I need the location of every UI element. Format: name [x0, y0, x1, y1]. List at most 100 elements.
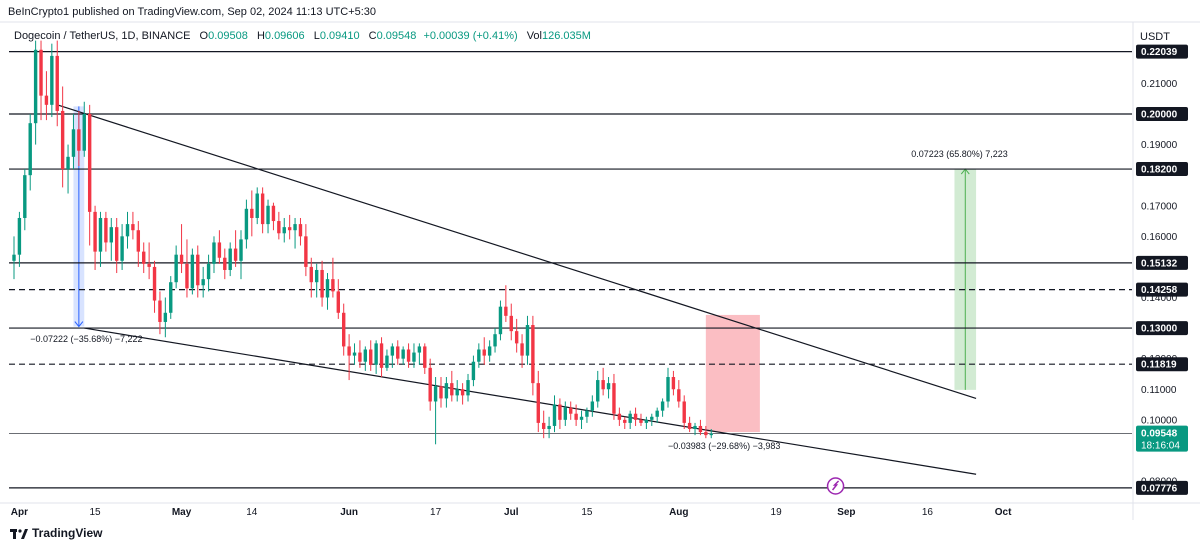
candle-body: [23, 175, 27, 218]
candle-body: [255, 193, 259, 218]
candle-body: [671, 377, 676, 390]
candle-body: [260, 193, 265, 225]
candle-body: [347, 346, 351, 356]
candle-body: [82, 114, 86, 151]
time-tick-label: Jun: [340, 507, 358, 518]
candle-body: [547, 425, 551, 430]
candle-body: [66, 156, 70, 170]
currency-label: USDT: [1140, 31, 1170, 43]
candle-body: [98, 217, 103, 252]
candle-body: [439, 386, 443, 399]
candle-body: [239, 239, 243, 261]
candle-body: [644, 419, 649, 423]
last-price-badge: [1136, 425, 1188, 452]
candle-body: [558, 404, 562, 420]
candle-body: [314, 269, 319, 283]
candle-body: [660, 401, 665, 411]
candle-body: [282, 227, 286, 234]
candle-body: [639, 419, 643, 423]
candle-body: [298, 224, 303, 237]
price-tick-label: 0.16000: [1141, 232, 1178, 243]
candle-body: [71, 129, 76, 157]
candle-body: [525, 325, 530, 356]
close-label: C: [368, 30, 377, 42]
candle-body: [693, 425, 697, 430]
candle-body: [331, 279, 335, 292]
candle-body: [585, 410, 589, 417]
candle-body: [514, 331, 519, 344]
tradingview-brand: TradingView: [32, 526, 103, 540]
candle-body: [179, 254, 184, 264]
candle-body: [677, 389, 681, 402]
candle-body: [601, 380, 605, 390]
time-tick-label: Aug: [669, 507, 688, 518]
time-tick-label: Apr: [11, 507, 28, 518]
publisher-line: BeInCrypto1 published on TradingView.com…: [8, 6, 377, 18]
event-marker-glyph: [831, 480, 840, 491]
candle-body: [369, 349, 373, 365]
candle-body: [287, 227, 292, 231]
candle-body: [104, 217, 108, 243]
price-tick-label: 0.17000: [1141, 201, 1178, 212]
candle-body: [163, 312, 168, 322]
candle-body: [412, 352, 416, 362]
candle-body: [87, 114, 92, 212]
price-level-badge-label: 0.15132: [1141, 258, 1178, 269]
candle-body: [633, 413, 638, 420]
price-level-badge-label: 0.13000: [1141, 324, 1178, 335]
candle-body: [666, 377, 670, 402]
candle-body: [596, 380, 600, 402]
candle-body: [623, 419, 627, 423]
trendline-1: [84, 327, 977, 475]
candle-body: [142, 251, 146, 264]
measure-box-red: [705, 314, 760, 433]
candle-body: [77, 129, 81, 151]
candle-body: [617, 413, 622, 420]
candle-body: [579, 416, 584, 420]
price-level-badge-label: 0.18200: [1141, 165, 1178, 176]
ohlc-legend: Dogecoin / TetherUS, 1D, BINANCE O0.0950…: [14, 30, 591, 42]
candle-body: [185, 263, 189, 289]
price-tick-label: 0.10000: [1141, 415, 1178, 426]
candle-body: [444, 383, 449, 399]
candle-body: [628, 413, 632, 423]
candle-body: [552, 404, 557, 426]
candle-body: [590, 401, 595, 411]
volume-label: Vol: [526, 30, 542, 42]
candle-body: [682, 401, 686, 423]
high-value: 0.09606: [264, 30, 305, 42]
candle-body: [406, 349, 411, 362]
candle-body: [493, 334, 497, 347]
price-level-badge: [1136, 162, 1188, 177]
candle-body: [271, 205, 276, 222]
candle-body: [704, 432, 708, 436]
candle-body: [504, 306, 508, 316]
candle-body: [158, 300, 162, 322]
price-tick-label: 0.19000: [1141, 140, 1178, 151]
candle-body: [536, 383, 540, 423]
candle-body: [12, 254, 16, 261]
open-value: 0.09508: [208, 30, 248, 42]
time-tick-label: Sep: [837, 507, 855, 518]
tradingview-logo[interactable]: TradingView: [10, 526, 102, 540]
candle-body: [50, 55, 54, 105]
candle-body: [293, 224, 297, 231]
candle-body: [109, 227, 113, 243]
time-tick-label: Oct: [995, 507, 1012, 518]
price-level-badge: [1136, 282, 1188, 297]
candle-body: [385, 355, 389, 368]
bar-countdown-label: 18:16:04: [1141, 441, 1180, 452]
candle-body: [520, 343, 524, 356]
measure-label-blue: −0.07222 (−35.68%) −7,222: [30, 334, 142, 344]
candle-body: [152, 266, 157, 301]
candle-body: [174, 254, 178, 283]
price-level-badge-label: 0.14258: [1141, 285, 1178, 296]
candle-body: [574, 413, 578, 420]
price-level-badge-label: 0.11819: [1141, 360, 1177, 371]
candle-body: [93, 211, 97, 252]
candle-body: [250, 208, 254, 218]
candle-body: [709, 433, 713, 436]
price-tick-label: 0.11000: [1141, 385, 1177, 396]
candle-body: [201, 279, 205, 286]
